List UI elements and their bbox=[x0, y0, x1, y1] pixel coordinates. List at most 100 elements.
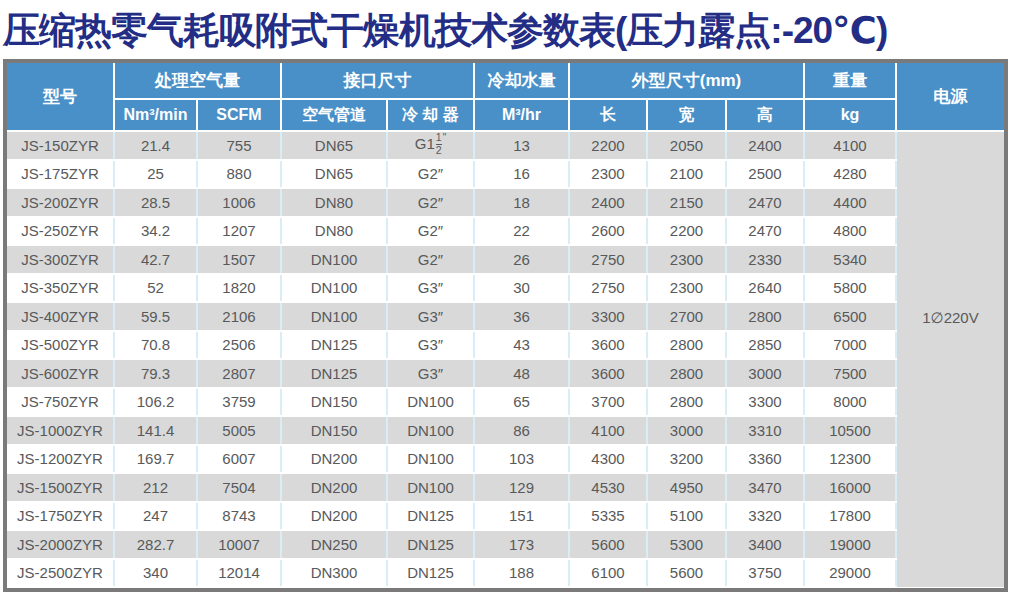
cell-cooler: G3″ bbox=[387, 274, 474, 303]
cell-height: 3300 bbox=[726, 388, 804, 417]
cell-model: JS-2500ZYR bbox=[7, 559, 114, 588]
cell-cooler: G112" bbox=[387, 131, 474, 160]
cell-weight: 4400 bbox=[804, 188, 896, 217]
cell-length: 3700 bbox=[569, 388, 647, 417]
cell-width: 2100 bbox=[647, 160, 726, 189]
col-header-height: 高 bbox=[726, 99, 804, 131]
cell-cooler: DN100 bbox=[387, 388, 474, 417]
cell-length: 2750 bbox=[569, 274, 647, 303]
cell-width: 2200 bbox=[647, 217, 726, 246]
header-row-groups: 型号 处理空气量 接口尺寸 冷却水量 外型尺寸(mm) 重量 电源 bbox=[7, 63, 1004, 99]
cell-scfm: 8743 bbox=[197, 502, 281, 531]
cell-nm3-min: 106.2 bbox=[114, 388, 197, 417]
table-header: 型号 处理空气量 接口尺寸 冷却水量 外型尺寸(mm) 重量 电源 Nm³/mi… bbox=[7, 63, 1004, 131]
cell-length: 2300 bbox=[569, 160, 647, 189]
cell-nm3-min: 340 bbox=[114, 559, 197, 588]
cell-cooler: G2″ bbox=[387, 245, 474, 274]
cell-width: 5100 bbox=[647, 502, 726, 531]
cell-weight: 16000 bbox=[804, 473, 896, 502]
cell-cooler: DN100 bbox=[387, 473, 474, 502]
cell-water: 129 bbox=[474, 473, 569, 502]
cell-air-pipe: DN200 bbox=[281, 445, 387, 474]
cell-nm3-min: 42.7 bbox=[114, 245, 197, 274]
cell-weight: 5340 bbox=[804, 245, 896, 274]
cell-nm3-min: 169.7 bbox=[114, 445, 197, 474]
table-row: JS-250ZYR34.21207DN80G2″2226002200247048… bbox=[7, 217, 1004, 246]
col-header-power: 电源 bbox=[896, 63, 1004, 131]
table-row: JS-600ZYR79.32807DN125G3″483600280030007… bbox=[7, 359, 1004, 388]
cell-air-pipe: DN300 bbox=[281, 559, 387, 588]
cell-length: 4100 bbox=[569, 416, 647, 445]
cell-cooler: G2″ bbox=[387, 217, 474, 246]
cell-height: 2470 bbox=[726, 188, 804, 217]
col-header-weight: 重量 bbox=[804, 63, 896, 99]
cell-width: 5300 bbox=[647, 530, 726, 559]
table-row: JS-150ZYR21.4755DN65G112"132200205024004… bbox=[7, 131, 1004, 160]
table-row: JS-750ZYR106.23759DN150DN100653700280033… bbox=[7, 388, 1004, 417]
cell-model: JS-1750ZYR bbox=[7, 502, 114, 531]
cell-weight: 10500 bbox=[804, 416, 896, 445]
cell-weight: 4800 bbox=[804, 217, 896, 246]
cell-length: 6100 bbox=[569, 559, 647, 588]
cell-nm3-min: 282.7 bbox=[114, 530, 197, 559]
cell-scfm: 7504 bbox=[197, 473, 281, 502]
cell-height: 3400 bbox=[726, 530, 804, 559]
cell-water: 18 bbox=[474, 188, 569, 217]
cell-width: 2800 bbox=[647, 388, 726, 417]
cell-cooler: G3″ bbox=[387, 359, 474, 388]
cell-model: JS-150ZYR bbox=[7, 131, 114, 160]
cell-nm3-min: 70.8 bbox=[114, 331, 197, 360]
cell-scfm: 3759 bbox=[197, 388, 281, 417]
cell-weight: 17800 bbox=[804, 502, 896, 531]
cell-height: 2850 bbox=[726, 331, 804, 360]
table-row: JS-1500ZYR2127504DN200DN1001294530495034… bbox=[7, 473, 1004, 502]
table-row: JS-175ZYR25880DN65G2″162300210025004280 bbox=[7, 160, 1004, 189]
cell-air-pipe: DN100 bbox=[281, 302, 387, 331]
cell-model: JS-400ZYR bbox=[7, 302, 114, 331]
col-header-interface-size: 接口尺寸 bbox=[281, 63, 474, 99]
cell-nm3-min: 59.5 bbox=[114, 302, 197, 331]
cell-height: 2330 bbox=[726, 245, 804, 274]
cell-air-pipe: DN125 bbox=[281, 359, 387, 388]
cell-scfm: 5005 bbox=[197, 416, 281, 445]
cell-water: 16 bbox=[474, 160, 569, 189]
cell-width: 2300 bbox=[647, 274, 726, 303]
cell-scfm: 6007 bbox=[197, 445, 281, 474]
cell-width: 4950 bbox=[647, 473, 726, 502]
col-header-dimensions: 外型尺寸(mm) bbox=[569, 63, 804, 99]
table-row: JS-350ZYR521820DN100G3″30275023002640580… bbox=[7, 274, 1004, 303]
cell-water: 48 bbox=[474, 359, 569, 388]
cell-scfm: 1207 bbox=[197, 217, 281, 246]
table-row: JS-1200ZYR169.76007DN200DN10010343003200… bbox=[7, 445, 1004, 474]
col-header-model: 型号 bbox=[7, 63, 114, 131]
cell-height: 2500 bbox=[726, 160, 804, 189]
cell-nm3-min: 28.5 bbox=[114, 188, 197, 217]
cell-weight: 19000 bbox=[804, 530, 896, 559]
cell-model: JS-250ZYR bbox=[7, 217, 114, 246]
cell-water: 65 bbox=[474, 388, 569, 417]
cell-water: 30 bbox=[474, 274, 569, 303]
cell-water: 43 bbox=[474, 331, 569, 360]
cell-length: 4300 bbox=[569, 445, 647, 474]
cell-length: 2750 bbox=[569, 245, 647, 274]
cell-width: 2800 bbox=[647, 331, 726, 360]
col-header-cooler: 冷 却 器 bbox=[387, 99, 474, 131]
cell-water: 173 bbox=[474, 530, 569, 559]
cell-nm3-min: 52 bbox=[114, 274, 197, 303]
cell-weight: 7000 bbox=[804, 331, 896, 360]
page-title: 压缩热零气耗吸附式干燥机技术参数表(压力露点:-20℃) bbox=[0, 0, 1011, 57]
cell-water: 36 bbox=[474, 302, 569, 331]
cell-water: 103 bbox=[474, 445, 569, 474]
cell-weight: 8000 bbox=[804, 388, 896, 417]
table-row: JS-2500ZYR34012014DN300DN125188610056003… bbox=[7, 559, 1004, 588]
cell-height: 3000 bbox=[726, 359, 804, 388]
cell-model: JS-750ZYR bbox=[7, 388, 114, 417]
cell-length: 3300 bbox=[569, 302, 647, 331]
cell-model: JS-350ZYR bbox=[7, 274, 114, 303]
page: 压缩热零气耗吸附式干燥机技术参数表(压力露点:-20℃) 型号 处理空气量 接口… bbox=[0, 0, 1011, 592]
cell-scfm: 2106 bbox=[197, 302, 281, 331]
cell-air-pipe: DN100 bbox=[281, 245, 387, 274]
cell-height: 3470 bbox=[726, 473, 804, 502]
cell-weight: 12300 bbox=[804, 445, 896, 474]
table-row: JS-1750ZYR2478743DN200DN1251515335510033… bbox=[7, 502, 1004, 531]
